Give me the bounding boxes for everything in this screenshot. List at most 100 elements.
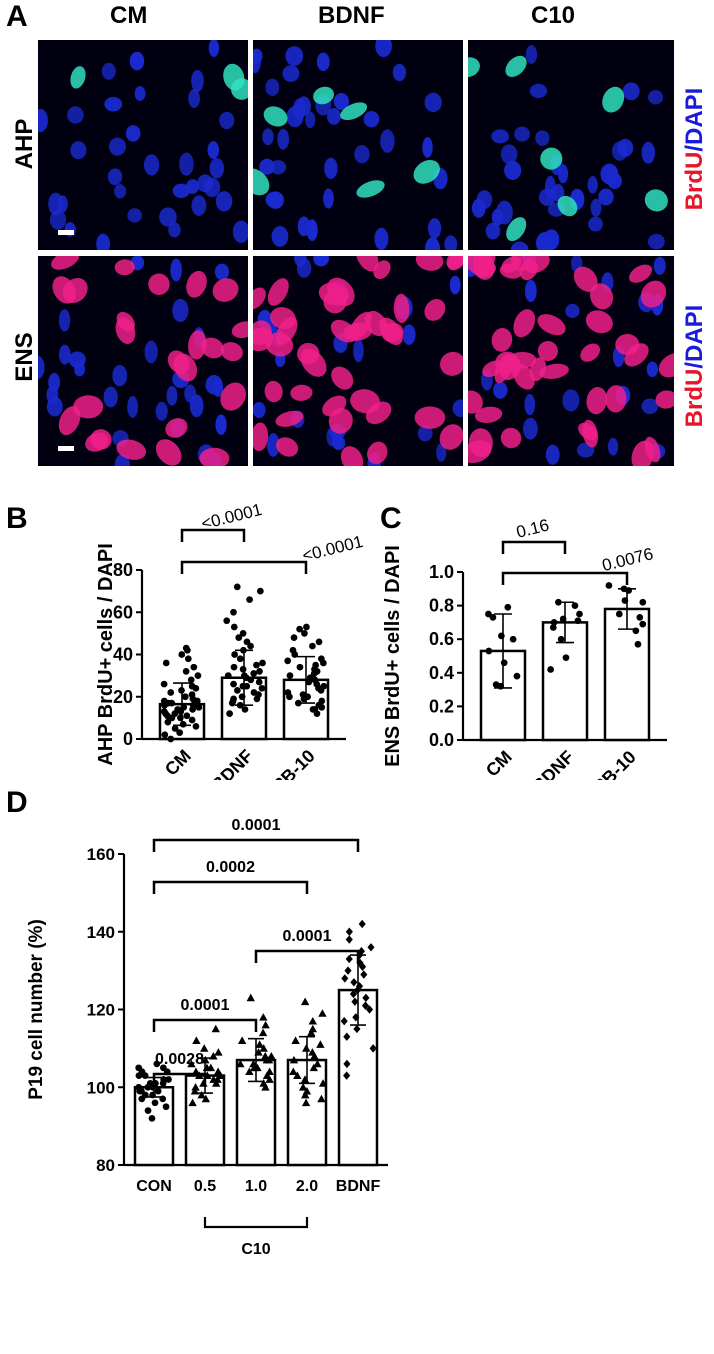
data-point bbox=[190, 663, 198, 671]
data-point bbox=[231, 651, 238, 658]
dapi-nucleus bbox=[129, 51, 145, 71]
dapi-nucleus bbox=[232, 220, 248, 243]
dapi-nucleus bbox=[103, 386, 118, 408]
data-point bbox=[181, 693, 189, 701]
data-point bbox=[236, 1059, 245, 1068]
brdu-nucleus bbox=[379, 317, 403, 346]
y-tick-label: 1.0 bbox=[429, 562, 454, 582]
brdu-nucleus bbox=[355, 256, 379, 272]
data-point bbox=[504, 603, 512, 611]
data-point bbox=[162, 659, 170, 667]
dapi-nucleus bbox=[38, 108, 48, 133]
data-point bbox=[344, 966, 352, 975]
brdu-nucleus bbox=[440, 351, 463, 376]
data-point bbox=[259, 1044, 268, 1052]
data-point bbox=[345, 927, 353, 936]
data-point bbox=[308, 1048, 317, 1056]
panel-label-b: B bbox=[6, 502, 28, 535]
y-tick-label: 0.4 bbox=[429, 663, 454, 683]
y-tick-label: 40 bbox=[113, 645, 133, 665]
p-value-label: <0.0001 bbox=[300, 532, 365, 565]
brdu-nucleus bbox=[297, 342, 320, 365]
dapi-nucleus bbox=[647, 233, 665, 250]
chart-c-ens-brdu: 0.0 0.2 0.4 0.6 0.8 1.0 ENS BrdU+ cells / DAPI… bbox=[382, 515, 667, 780]
brdu-nucleus bbox=[582, 419, 599, 448]
data-point bbox=[340, 1016, 348, 1026]
dapi-nucleus bbox=[207, 141, 220, 159]
data-point bbox=[144, 1107, 152, 1114]
data-point bbox=[315, 638, 323, 646]
data-point bbox=[233, 583, 241, 591]
dapi-nucleus bbox=[587, 175, 598, 194]
dapi-nucleus bbox=[253, 48, 263, 64]
category-label: BDNF bbox=[528, 747, 577, 780]
dapi-nucleus bbox=[353, 338, 364, 363]
brdu-nucleus bbox=[590, 283, 614, 310]
category-label: CM bbox=[482, 747, 516, 780]
data-point bbox=[211, 1024, 220, 1033]
dapi-nucleus bbox=[114, 184, 127, 199]
dapi-nucleus bbox=[424, 237, 441, 250]
p-value-label: 0.0001 bbox=[283, 928, 332, 945]
brdu-nucleus bbox=[414, 406, 446, 429]
y-tick-label: 0 bbox=[123, 729, 133, 749]
data-point bbox=[358, 919, 366, 929]
panel-label-d: D bbox=[6, 786, 28, 819]
data-point bbox=[259, 659, 266, 667]
dapi-nucleus bbox=[538, 188, 556, 206]
data-point bbox=[239, 630, 247, 637]
dapi-nucleus bbox=[266, 432, 280, 457]
data-point bbox=[284, 657, 292, 665]
data-point bbox=[357, 946, 366, 956]
brdu-nucleus bbox=[468, 440, 492, 463]
dapi-nucleus bbox=[144, 340, 158, 364]
data-point bbox=[353, 1024, 361, 1034]
data-point bbox=[289, 646, 297, 654]
data-point bbox=[286, 693, 293, 701]
brdu-nucleus bbox=[253, 168, 270, 196]
column-title-c10: C10 bbox=[531, 2, 576, 29]
data-point bbox=[226, 710, 233, 718]
data-point bbox=[164, 718, 172, 726]
dapi-nucleus bbox=[316, 52, 330, 72]
data-point bbox=[250, 689, 258, 696]
brdu-nucleus bbox=[148, 273, 170, 295]
data-point bbox=[365, 1005, 374, 1014]
brdu-nucleus bbox=[413, 159, 440, 184]
dapi-nucleus bbox=[127, 208, 142, 223]
data-point bbox=[255, 1040, 264, 1048]
brdu-nucleus bbox=[537, 314, 566, 336]
data-point bbox=[309, 706, 317, 713]
y-tick-label: 80 bbox=[96, 1156, 115, 1175]
data-point bbox=[230, 695, 237, 703]
data-point bbox=[183, 712, 191, 720]
micrograph-ahp-cm bbox=[38, 40, 248, 250]
dapi-nucleus bbox=[562, 389, 580, 412]
brdu-nucleus bbox=[615, 333, 640, 356]
dapi-nucleus bbox=[168, 222, 181, 238]
data-point bbox=[296, 625, 303, 633]
data-point bbox=[307, 1028, 316, 1037]
comparison-bracket bbox=[152, 838, 360, 852]
dapi-nucleus bbox=[493, 381, 508, 399]
data-point bbox=[345, 935, 353, 944]
brdu-nucleus bbox=[253, 422, 269, 452]
data-point bbox=[500, 659, 508, 667]
brdu-nucleus bbox=[557, 195, 578, 217]
y-tick-label: 120 bbox=[87, 1001, 115, 1020]
brdu-nucleus bbox=[415, 256, 444, 271]
dapi-nucleus bbox=[545, 444, 560, 465]
brdu-nucleus bbox=[231, 321, 248, 339]
data-point bbox=[290, 634, 298, 641]
brdu-nucleus bbox=[330, 319, 357, 343]
data-point bbox=[194, 672, 202, 679]
y-tick-label: 0.2 bbox=[429, 696, 454, 716]
data-point bbox=[318, 697, 326, 705]
data-point bbox=[188, 716, 196, 724]
brdu-nucleus bbox=[340, 446, 364, 466]
comparison-bracket bbox=[180, 560, 308, 574]
data-point bbox=[236, 655, 244, 663]
data-point bbox=[250, 670, 258, 677]
brdu-nucleus bbox=[605, 385, 627, 413]
data-point bbox=[289, 1067, 298, 1076]
